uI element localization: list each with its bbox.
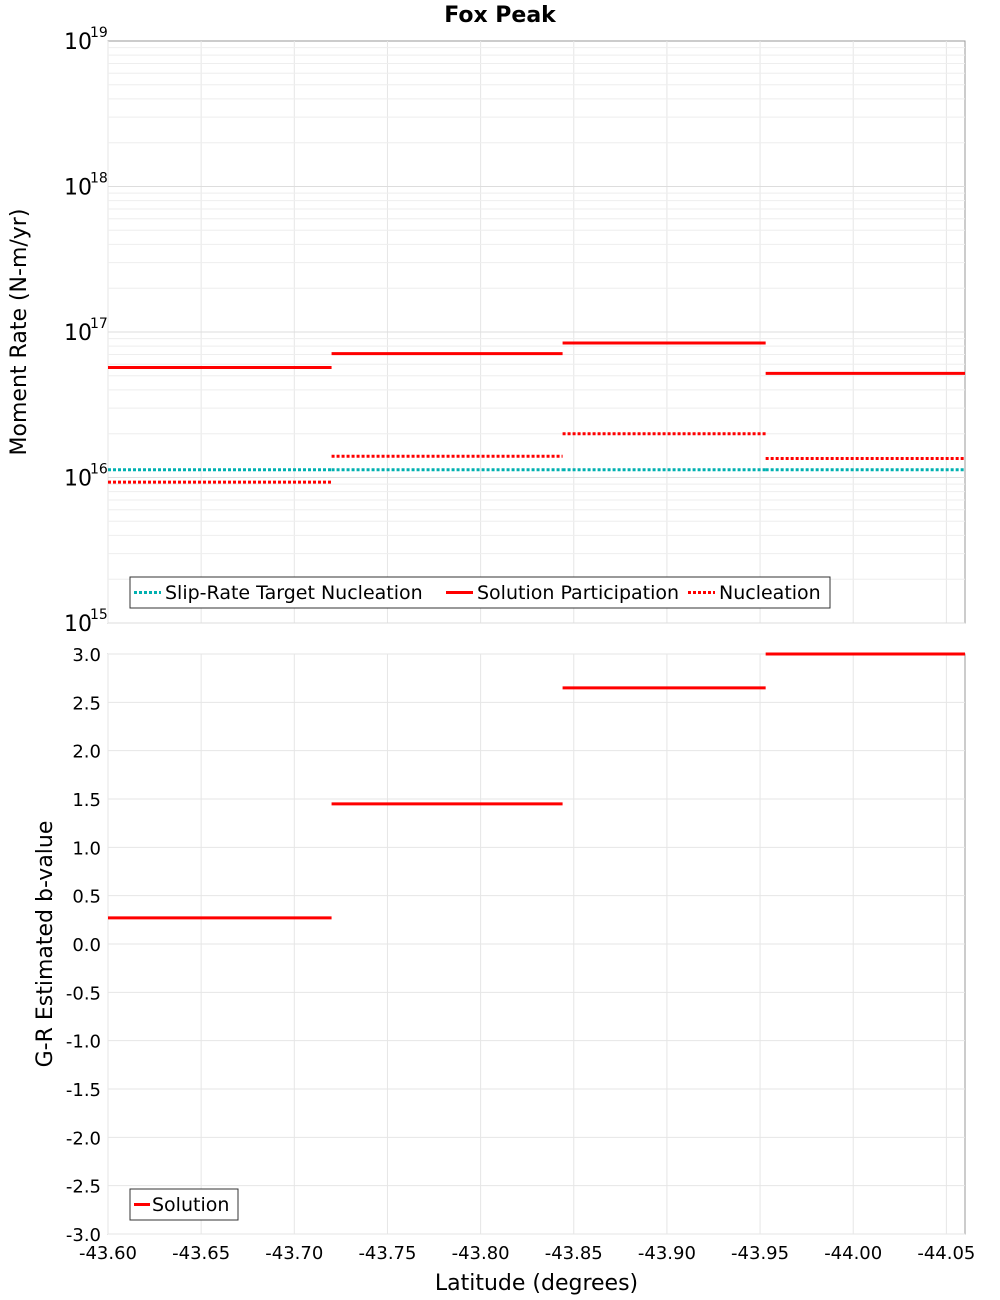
latitude-x-tick-label: -43.65	[172, 1243, 230, 1264]
b-value-y-tick-label: 3.0	[72, 645, 101, 666]
b-value-legend-entry: Solution	[134, 1194, 229, 1216]
moment-rate-y-tick-exponent: 19	[90, 25, 108, 41]
moment-rate-series-2	[108, 432, 965, 484]
b-value-y-ticks: -3.0 -2.5 -2.0 -1.5 -1.0 -0.5 0.0 0.5 1.0 1.5 2.0 2…	[66, 645, 101, 1246]
latitude-x-tick-label: -43.80	[452, 1243, 510, 1264]
moment-rate-gridlines	[107, 41, 965, 624]
latitude-x-axis-label: Latitude (degrees)	[435, 1271, 638, 1296]
moment-rate-legend-entry: Solution Participation	[446, 582, 679, 604]
b-value-y-tick-label: 0.5	[72, 887, 101, 908]
b-value-y-tick-label: 1.0	[72, 838, 101, 859]
latitude-x-tick-label: -44.00	[824, 1243, 882, 1264]
moment-rate-y-axis-label: Moment Rate (N-m/yr)	[7, 209, 32, 456]
b-value-series-0	[108, 652, 965, 920]
latitude-x-tick-label: -44.05	[917, 1243, 975, 1264]
moment-rate-y-tick-base: 10	[64, 30, 92, 55]
moment-rate-y-tick-base: 10	[64, 612, 92, 637]
b-value-legend-label: Solution	[152, 1194, 229, 1216]
moment-rate-legend-label: Solution Participation	[477, 582, 679, 604]
b-value-gridlines	[107, 653, 965, 1235]
latitude-x-tick-label: -43.60	[79, 1243, 137, 1264]
moment-rate-y-tick-exponent: 18	[90, 171, 108, 187]
b-value-y-tick-label: 0.0	[72, 935, 101, 956]
b-value-legend: Solution	[129, 1188, 239, 1221]
moment-rate-y-tick-base: 10	[64, 176, 92, 201]
moment-rate-legend-label: Slip-Rate Target Nucleation	[165, 582, 423, 604]
b-value-y-tick-label: -2.5	[66, 1177, 101, 1198]
moment-rate-legend-entry: Nucleation	[688, 582, 821, 604]
moment-rate-series	[108, 341, 965, 484]
moment-rate-y-tick-exponent: 16	[90, 462, 108, 478]
latitude-x-tick-label: -43.70	[265, 1243, 323, 1264]
b-value-y-tick-label: 2.5	[72, 693, 101, 714]
moment-rate-legend: Slip-Rate Target Nucleation Solution Part…	[129, 576, 831, 609]
moment-rate-y-tick-base: 10	[64, 467, 92, 492]
moment-rate-series-1	[108, 341, 965, 375]
b-value-y-tick-label: -2.0	[66, 1128, 101, 1149]
moment-rate-legend-label: Nucleation	[719, 582, 821, 604]
b-value-y-tick-label: -1.0	[66, 1032, 101, 1053]
b-value-y-tick-label: 2.0	[72, 742, 101, 763]
b-value-series	[108, 652, 965, 920]
latitude-x-tick-label: -43.95	[731, 1243, 789, 1264]
moment-rate-y-tick-base: 10	[64, 321, 92, 346]
latitude-x-tick-label: -43.85	[545, 1243, 603, 1264]
chart-title: Fox Peak	[444, 3, 557, 28]
moment-rate-y-tick-exponent: 17	[90, 316, 108, 332]
latitude-x-ticks: -43.60 -43.65 -43.70 -43.75 -43.80 -43.85 -43.…	[79, 1243, 975, 1264]
b-value-y-tick-label: -3.0	[66, 1225, 101, 1246]
moment-rate-y-tick-exponent: 15	[90, 607, 108, 623]
b-value-y-tick-label: 1.5	[72, 790, 101, 811]
b-value-y-tick-label: -1.5	[66, 1080, 101, 1101]
moment-rate-legend-entry: Slip-Rate Target Nucleation	[134, 582, 423, 604]
latitude-x-tick-label: -43.90	[638, 1243, 696, 1264]
b-value-y-axis-label: G-R Estimated b-value	[33, 821, 58, 1068]
b-value-y-tick-label: -0.5	[66, 983, 101, 1004]
b-value-plot: -3.0 -2.5 -2.0 -1.5 -1.0 -0.5 0.0 0.5 1.0 1.5 2.0 2…	[33, 645, 975, 1296]
latitude-x-tick-label: -43.75	[358, 1243, 416, 1264]
